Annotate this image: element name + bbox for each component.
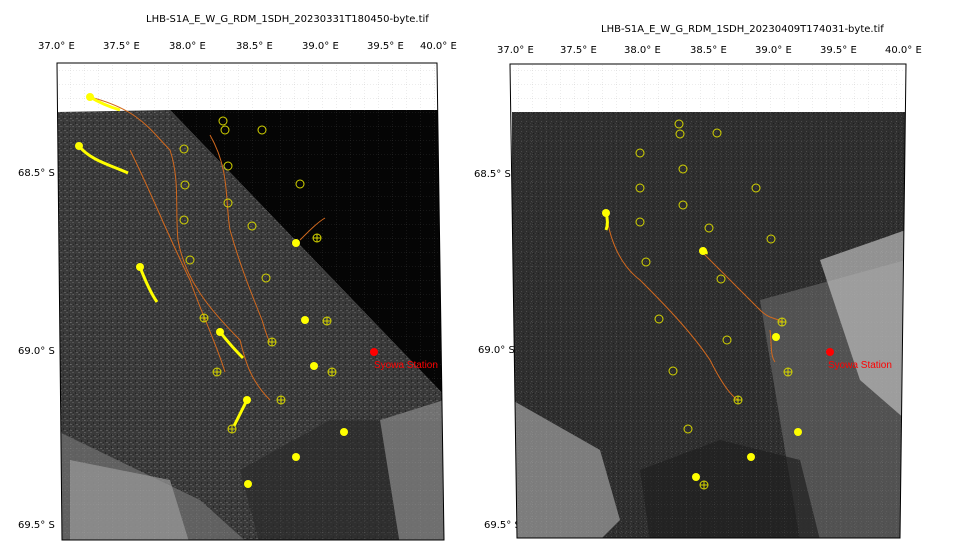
map-1-image xyxy=(57,63,444,540)
map-2-lon-label: 37.0° E xyxy=(497,45,534,56)
map-2-lon-label: 40.0° E xyxy=(885,45,922,56)
map-2-buoy-tracks xyxy=(605,212,783,401)
map-1-title: LHB-S1A_E_W_G_RDM_1SDH_20230331T180450-b… xyxy=(146,14,429,25)
map-1-lon-label: 37.5° E xyxy=(103,41,140,52)
map-2-lat-label: 68.5° S xyxy=(474,169,511,180)
map-2-lon-label: 39.0° E xyxy=(755,45,792,56)
map-2-lon-label: 39.5° E xyxy=(820,45,857,56)
map-2-station-label: Syowa Station xyxy=(828,360,892,371)
map-1-lon-label: 40.0° E xyxy=(420,41,457,52)
map-1-lon-label: 38.5° E xyxy=(236,41,273,52)
map-2-lat-label: 69.0° S xyxy=(478,345,515,356)
map-1-buoy-tracks xyxy=(89,96,326,401)
map-2-lon-label: 38.5° E xyxy=(690,45,727,56)
map-2-station-marker xyxy=(826,348,834,356)
map-1-station-marker xyxy=(370,348,378,356)
map-1-lon-label: 38.0° E xyxy=(169,41,206,52)
map-1-lon-label: 39.0° E xyxy=(302,41,339,52)
map-2-lon-label: 38.0° E xyxy=(624,45,661,56)
map-1-buoys xyxy=(75,93,348,488)
map-2-image xyxy=(510,64,906,538)
map-1-lat-label: 68.5° S xyxy=(18,168,55,179)
map-2-buoys xyxy=(602,119,802,490)
map-1-lat-label: 69.0° S xyxy=(18,346,55,357)
map-1-station-label: Syowa Station xyxy=(374,360,438,371)
map-1-lat-label: 69.5° S xyxy=(18,520,55,531)
map-2-lat-label: 69.5° S xyxy=(484,520,521,531)
map-2-lon-label: 37.5° E xyxy=(560,45,597,56)
map-1-lon-label: 39.5° E xyxy=(367,41,404,52)
map-1-lon-label: 37.0° E xyxy=(38,41,75,52)
map-2-title: LHB-S1A_E_W_G_RDM_1SDH_20230409T174031-b… xyxy=(601,24,884,35)
